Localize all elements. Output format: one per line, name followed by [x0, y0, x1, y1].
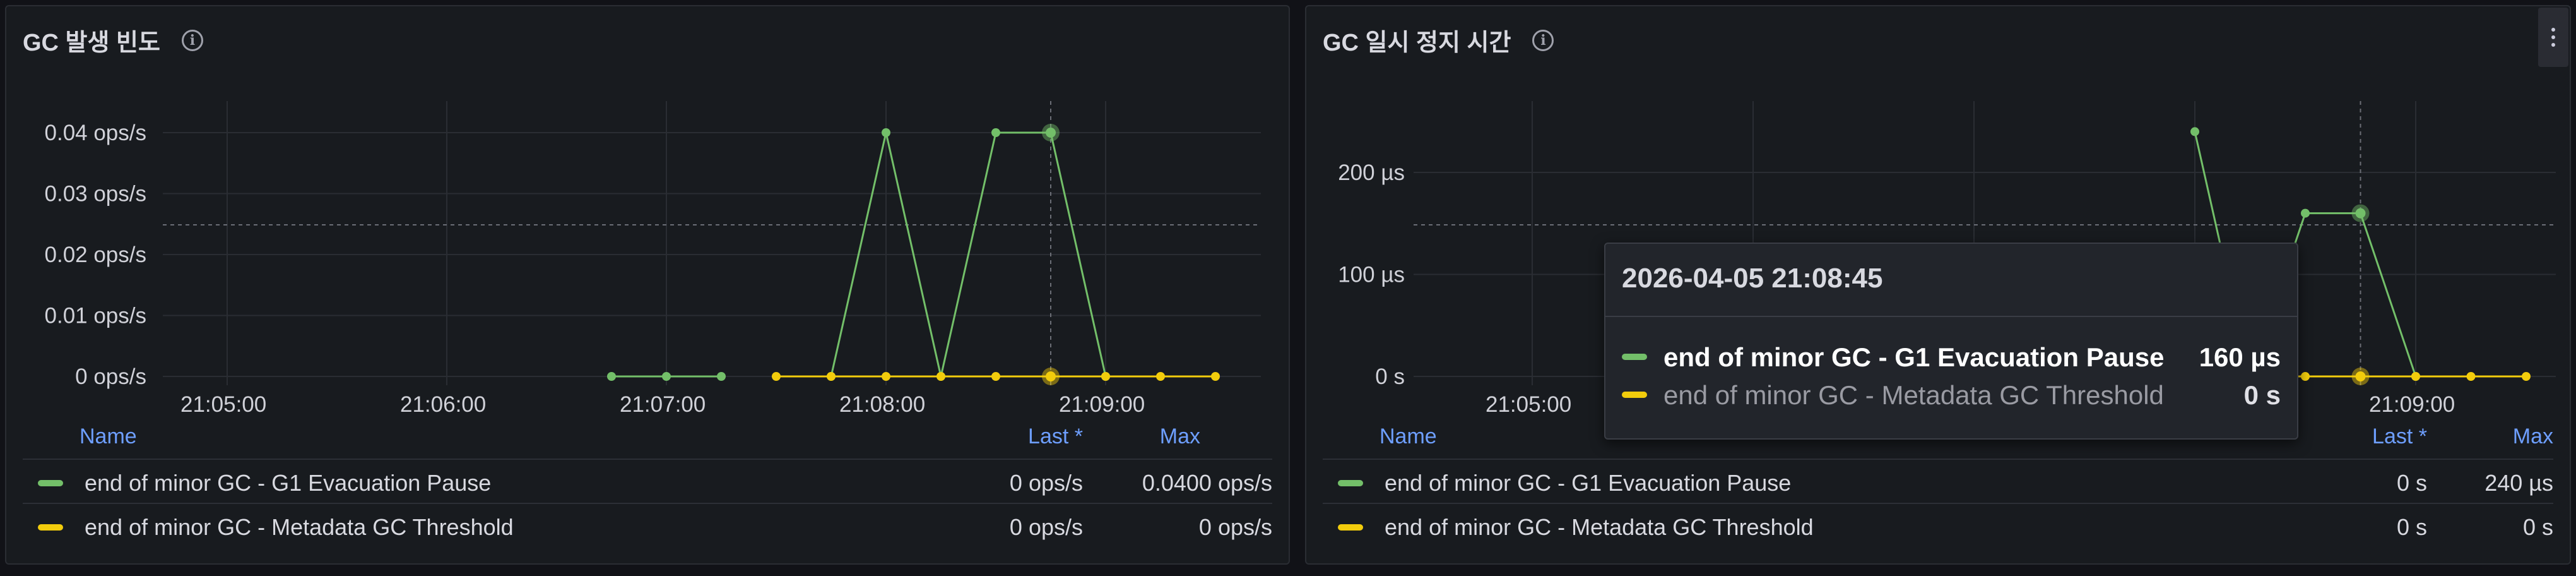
legend-max-value: 0.0400 ops/s — [1142, 470, 1272, 496]
series-color-swatch — [1338, 524, 1363, 531]
tooltip-series-value: 160 µs — [2199, 342, 2281, 372]
legend-last-header[interactable]: Last * — [2372, 424, 2427, 448]
series-color-swatch — [1622, 354, 1647, 360]
legend-series-name[interactable]: end of minor GC - G1 Evacuation Pause — [1385, 470, 1792, 496]
data-point — [991, 372, 1000, 381]
legend-last-value: 0 s — [2396, 470, 2427, 496]
panel-title: GC 일시 정지 시간 i — [1323, 23, 1554, 57]
tooltip-series-name: end of minor GC - Metadata GC Threshold — [1663, 380, 2164, 410]
data-point — [2190, 127, 2199, 136]
legend-series-name[interactable]: end of minor GC - Metadata GC Threshold — [1385, 514, 1814, 540]
hover-point — [2355, 208, 2366, 219]
info-icon[interactable]: i — [1532, 29, 1554, 51]
data-point — [662, 372, 671, 381]
y-tick-label: 0.02 ops/s — [45, 243, 147, 267]
tooltip-row: end of minor GC - Metadata GC Threshold … — [1622, 376, 2281, 414]
data-point — [882, 128, 890, 137]
panel-title: GC 발생 빈도 i — [23, 23, 203, 57]
series-color-swatch — [1338, 480, 1363, 486]
y-tick-label: 0.04 ops/s — [45, 121, 147, 145]
y-tick-label: 100 µs — [1338, 263, 1405, 287]
x-tick-label: 21:09:00 — [1059, 392, 1145, 417]
y-tick-label: 0 ops/s — [75, 364, 146, 389]
panel-title-text: GC 일시 정지 시간 — [1323, 30, 1511, 56]
data-point — [2301, 372, 2310, 381]
legend-max-value: 0 ops/s — [1198, 514, 1272, 540]
legend-row[interactable]: end of minor GC - Metadata GC Threshold … — [1323, 503, 2553, 548]
data-point — [607, 372, 616, 381]
legend-max-header[interactable]: Max — [1159, 424, 1200, 448]
x-tick-label: 21:05:00 — [180, 392, 266, 417]
tooltip-series-name: end of minor GC - G1 Evacuation Pause — [1663, 342, 2165, 372]
data-point — [717, 372, 726, 381]
data-point — [2466, 372, 2476, 381]
x-tick-label: 21:08:00 — [839, 392, 925, 417]
legend-max-value: 0 s — [2522, 514, 2553, 540]
panel-title-text: GC 발생 빈도 — [23, 30, 160, 56]
legend-row[interactable]: end of minor GC - G1 Evacuation Pause 0 … — [1323, 459, 2553, 504]
y-tick-label: 0.03 ops/s — [45, 182, 147, 207]
hover-point — [1046, 128, 1056, 138]
data-point — [1211, 372, 1220, 381]
y-tick-label: 0 s — [1375, 364, 1405, 389]
legend-name-header[interactable]: Name — [1380, 424, 1437, 448]
y-tick-label: 0.01 ops/s — [45, 304, 147, 328]
legend-max-value: 240 µs — [2484, 470, 2553, 496]
legend-last-value: 0 s — [2396, 514, 2427, 540]
legend-series-name[interactable]: end of minor GC - Metadata GC Threshold — [85, 514, 514, 540]
data-point — [1101, 372, 1110, 381]
tooltip-divider — [1605, 316, 2297, 317]
legend-row[interactable]: end of minor GC - G1 Evacuation Pause 0 … — [23, 459, 1272, 504]
data-point — [2522, 372, 2531, 381]
legend-header: Name Last * Max — [1323, 421, 2553, 452]
series-color-swatch — [38, 480, 63, 486]
gc-frequency-panel: GC 발생 빈도 i 21:05:00 21:06:00 21:07:00 21:08… — [5, 5, 1290, 565]
legend-last-header[interactable]: Last * — [1028, 424, 1083, 448]
legend-max-header[interactable]: Max — [2512, 424, 2553, 448]
legend-header: Name Last * Max — [23, 421, 1272, 452]
hover-point — [1046, 371, 1056, 381]
tooltip-series-value: 0 s — [2243, 380, 2281, 410]
tooltip-time: 2026-04-05 21:08:45 — [1622, 263, 1883, 294]
legend-name-header[interactable]: Name — [80, 424, 137, 448]
x-tick-label: 21:09:00 — [2369, 392, 2455, 417]
legend-row[interactable]: end of minor GC - Metadata GC Threshold … — [23, 503, 1272, 548]
legend-last-value: 0 ops/s — [1009, 470, 1083, 496]
legend-series-name[interactable]: end of minor GC - G1 Evacuation Pause — [85, 470, 492, 496]
data-point — [1156, 372, 1165, 381]
kebab-menu-icon[interactable] — [2538, 8, 2568, 67]
tooltip-row: end of minor GC - G1 Evacuation Pause 16… — [1622, 339, 2281, 376]
x-tick-label: 21:05:00 — [1486, 392, 1571, 417]
legend-last-value: 0 ops/s — [1009, 514, 1083, 540]
data-point — [2301, 208, 2310, 218]
hover-point — [2355, 371, 2366, 381]
data-point — [2411, 372, 2420, 381]
chart-tooltip: 2026-04-05 21:08:45 end of minor GC - G1… — [1604, 243, 2298, 440]
x-tick-label: 21:06:00 — [400, 392, 486, 417]
data-point — [827, 372, 836, 381]
data-point — [991, 128, 1000, 137]
data-point — [772, 372, 781, 381]
gc-frequency-chart[interactable]: 21:05:00 21:06:00 21:07:00 21:08:00 21:09:00… — [6, 6, 1290, 436]
info-icon[interactable]: i — [181, 29, 203, 51]
y-tick-label: 200 µs — [1338, 160, 1405, 185]
series-color-swatch — [38, 524, 63, 531]
data-point — [936, 372, 945, 381]
x-tick-label: 21:07:00 — [620, 392, 706, 417]
data-point — [882, 372, 890, 381]
series-color-swatch — [1622, 392, 1647, 398]
